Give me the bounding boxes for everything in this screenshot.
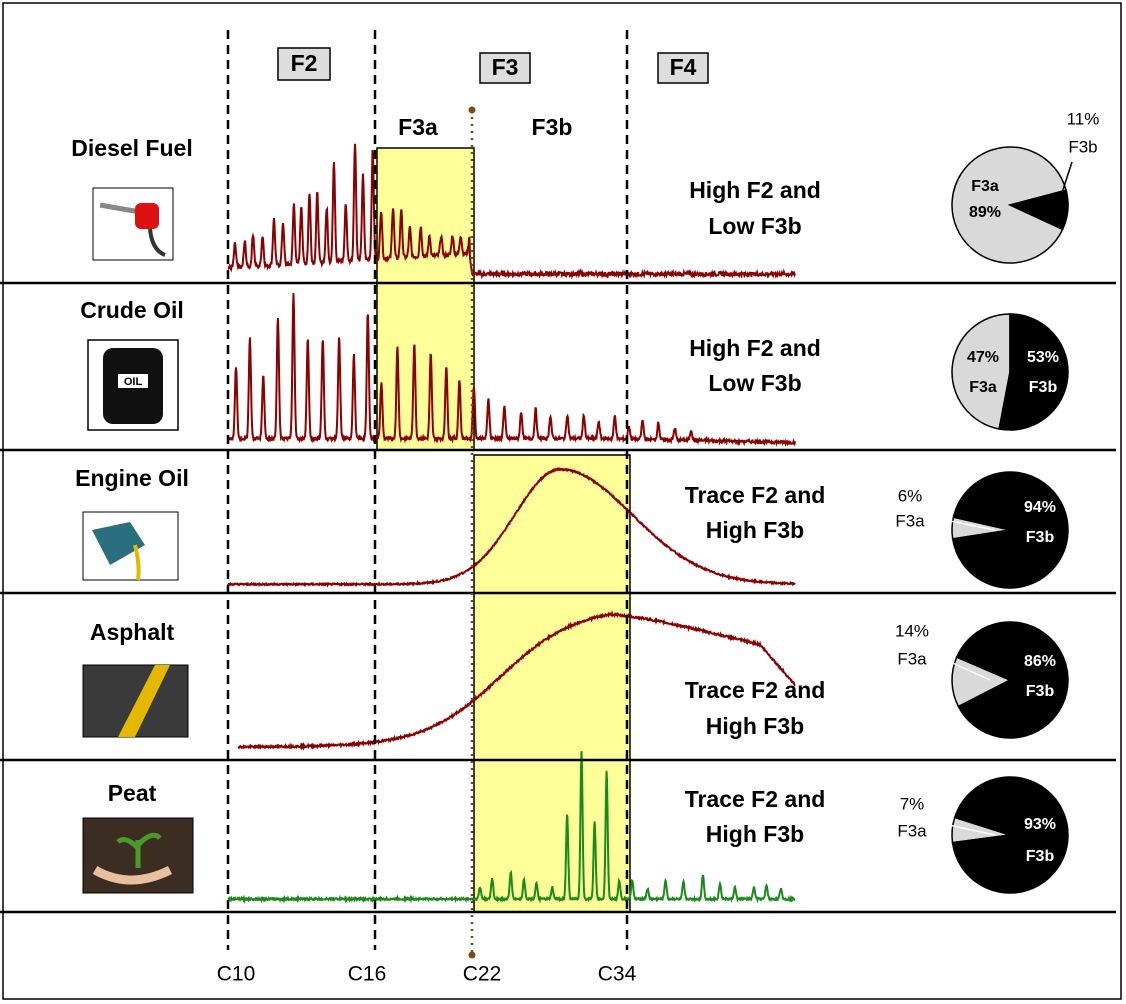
pie-category-label: F3b: [1026, 683, 1055, 700]
subfraction-label: F3b: [532, 114, 573, 140]
sample-name: Asphalt: [90, 619, 175, 645]
pie-category-label: F3a: [969, 379, 997, 396]
fraction-label: F3: [492, 54, 519, 80]
pie-value-label: 14%: [895, 621, 929, 640]
description: High F2 and: [689, 335, 821, 361]
sample-name: Crude Oil: [80, 297, 184, 323]
c22-marker: [469, 952, 476, 959]
oil-barrel-icon: OIL: [88, 340, 178, 430]
description: High F2 and: [689, 177, 821, 203]
peat-icon: [83, 818, 193, 893]
f3b-region: [474, 455, 630, 912]
description: Low F3b: [708, 370, 801, 396]
sample-name: Peat: [108, 780, 157, 806]
pie-category-label: F3a: [897, 821, 927, 840]
description: Trace F2 and: [685, 677, 826, 703]
diesel-icon: [93, 188, 173, 260]
description: Trace F2 and: [685, 482, 826, 508]
pie-value-label: 7%: [900, 794, 925, 813]
pie-value-label: 53%: [1027, 349, 1059, 366]
engine-oil-icon: [83, 512, 178, 580]
description: Trace F2 and: [685, 786, 826, 812]
pie-value-label: 6%: [898, 486, 923, 505]
f3a-region: [377, 148, 474, 450]
fraction-label: F2: [291, 50, 318, 76]
carbon-label: C10: [217, 963, 256, 986]
pie-category-label: F3a: [895, 511, 925, 530]
figure: F2 F3 F4 F3a F3b C10 C16 C22 C34 OIL Die…: [0, 0, 1126, 1004]
pie-value-label: 11%: [1067, 109, 1100, 128]
pie-value-label: 94%: [1024, 499, 1056, 516]
pie-category-label: F3b: [1026, 529, 1055, 546]
description: High F3b: [706, 713, 804, 739]
pie-category-label: F3a: [971, 178, 999, 195]
carbon-label: C22: [463, 963, 502, 986]
pie-category-label: F3b: [1068, 137, 1097, 156]
description: High F3b: [706, 517, 804, 543]
svg-text:OIL: OIL: [124, 376, 143, 388]
description: High F3b: [706, 821, 804, 847]
pie-value-label: 86%: [1024, 653, 1056, 670]
pie-category-label: F3b: [1029, 379, 1058, 396]
c22-marker: [469, 107, 476, 114]
carbon-label: C16: [348, 963, 387, 986]
sample-name: Engine Oil: [75, 465, 189, 491]
pie-value-label: 93%: [1024, 816, 1056, 833]
fraction-label: F4: [670, 54, 697, 80]
pie-value-label: 89%: [969, 204, 1001, 221]
asphalt-icon: [83, 665, 188, 737]
pie-category-label: F3b: [1026, 848, 1055, 865]
carbon-label: C34: [598, 963, 637, 986]
pie-category-label: F3a: [897, 649, 927, 668]
pie-value-label: 47%: [967, 349, 999, 366]
description: Low F3b: [708, 213, 801, 239]
subfraction-label: F3a: [398, 114, 438, 140]
sample-name: Diesel Fuel: [71, 135, 192, 161]
